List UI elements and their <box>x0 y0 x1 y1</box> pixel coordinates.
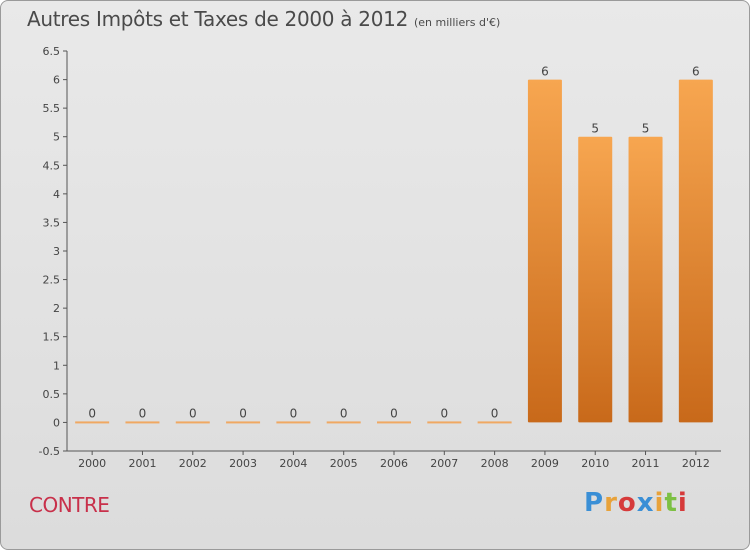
x-tick-label: 2006 <box>380 457 408 470</box>
x-tick-label: 2009 <box>531 457 559 470</box>
logo-letter: r <box>604 488 618 518</box>
chart-title: Autres Impôts et Taxes de 2000 à 2012 (en… <box>27 7 500 31</box>
y-tick-label: -0.5 <box>39 445 60 458</box>
bar <box>578 136 613 423</box>
commune-name: CONTRE <box>29 493 110 517</box>
x-tick-label: 2002 <box>179 457 207 470</box>
y-tick-label: 3 <box>53 245 60 258</box>
bar <box>477 421 512 424</box>
bar-chart: -0.5 0 0.5 1 1.5 2 2.5 3 3.5 4 4.5 5 5.5 6 6.5 2000 2001… <box>39 45 721 470</box>
data-label: 5 <box>591 122 599 136</box>
logo-letter: i <box>677 488 688 518</box>
bar <box>377 421 411 424</box>
x-tick-label: 2010 <box>581 457 609 470</box>
x-tick-label: 2005 <box>330 457 358 470</box>
bar <box>175 421 210 424</box>
y-tick-label: 3.5 <box>43 216 61 229</box>
data-label: 0 <box>340 406 348 420</box>
bar <box>276 421 311 424</box>
data-label: 6 <box>692 65 700 79</box>
data-label: 0 <box>139 406 147 420</box>
x-tick-label: 2008 <box>481 457 509 470</box>
x-tick-label: 2007 <box>430 457 458 470</box>
y-tick-label: 2.5 <box>43 274 61 287</box>
y-tick-label: 1 <box>53 359 60 372</box>
logo-letter: P <box>584 488 605 518</box>
logo-letter: t <box>664 488 678 518</box>
data-label: 0 <box>491 406 499 420</box>
x-tick-label: 2001 <box>128 457 156 470</box>
data-label: 0 <box>88 406 96 420</box>
data-label: 0 <box>290 406 298 420</box>
x-tick-label: 2003 <box>229 457 257 470</box>
logo-letter: i <box>654 488 665 518</box>
x-tick-label: 2004 <box>279 457 307 470</box>
x-tick-label: 2012 <box>682 457 710 470</box>
logo-letter: x <box>636 488 655 518</box>
bar <box>326 421 361 424</box>
data-label: 6 <box>541 65 549 79</box>
y-tick-label: 2 <box>53 302 60 315</box>
y-tick-label: 0.5 <box>43 388 61 401</box>
chart-unit: (en milliers d'€) <box>414 16 501 29</box>
data-label: 0 <box>239 406 247 420</box>
data-label: 0 <box>189 406 197 420</box>
bar <box>678 79 713 423</box>
x-tick-label: 2011 <box>632 457 660 470</box>
y-tick-label: 1.5 <box>43 331 61 344</box>
y-tick-label: 5.5 <box>43 102 61 115</box>
y-tick-label: 0 <box>53 416 60 429</box>
data-label: 0 <box>390 406 398 420</box>
y-tick-label: 6 <box>53 74 60 87</box>
bar <box>628 136 663 423</box>
bar <box>75 421 110 424</box>
bar <box>527 79 562 423</box>
bar <box>226 421 261 424</box>
bar <box>125 421 160 424</box>
y-tick-label: 4.5 <box>43 159 61 172</box>
y-tick-label: 4 <box>53 188 60 201</box>
data-label: 0 <box>440 406 448 420</box>
bar <box>427 421 462 424</box>
logo-letter: o <box>617 488 637 518</box>
y-tick-label: 6.5 <box>43 45 61 58</box>
proxiti-logo: Proxiti <box>584 488 688 518</box>
x-tick-label: 2000 <box>78 457 106 470</box>
chart-title-text: Autres Impôts et Taxes de 2000 à 2012 <box>27 7 408 31</box>
y-tick-label: 5 <box>53 131 60 144</box>
data-label: 5 <box>642 122 650 136</box>
